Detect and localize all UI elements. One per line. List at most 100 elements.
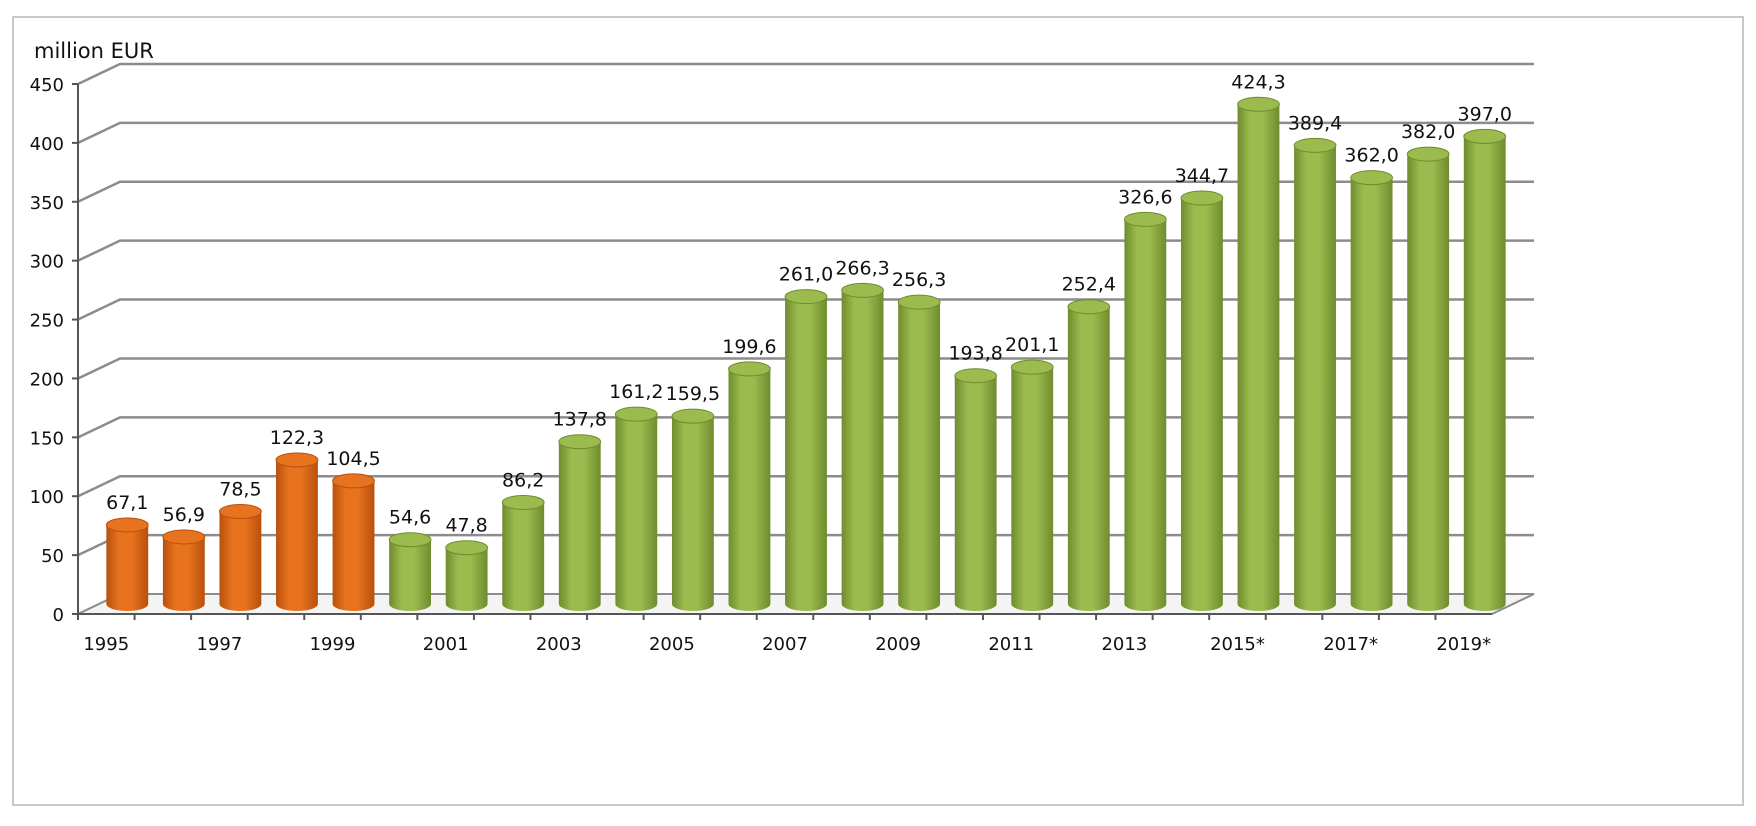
bar-body [615,414,658,611]
value-label: 199,6 [722,336,776,358]
bar-body [1237,104,1280,611]
bar-top [388,532,432,548]
bar [388,532,432,611]
bar-body [1124,219,1167,612]
x-tick-label: 1999 [310,634,356,655]
y-tick-labels: 0 50 100 150 200 250 300 350 400 450 [30,75,78,626]
bar-top [841,282,884,298]
y-tick-label: 200 [30,369,64,390]
value-label: 78,5 [219,479,261,501]
bar-body [219,511,262,611]
value-label: 256,3 [892,269,946,291]
bar [728,361,771,611]
gridline [77,416,1534,439]
bar [162,529,206,611]
bar [1237,96,1280,611]
bar-top [1463,128,1507,144]
y-tick-label: 50 [41,546,64,567]
bar-body [1463,136,1506,611]
value-label: 266,3 [835,257,889,279]
value-label: 261,0 [779,264,833,286]
x-tick-label: 2017* [1323,634,1378,655]
x-tick-label: 1995 [83,634,129,655]
bar-top [275,452,319,468]
bar-top [218,504,262,520]
bar-top [162,529,206,545]
value-label: 47,8 [445,515,487,537]
bar-top [728,361,771,377]
bar [501,494,545,611]
bar [558,434,602,611]
bar [784,289,828,611]
gridline [77,474,1534,498]
bar-top [445,540,489,556]
bar-body [332,480,375,611]
bar [332,473,375,611]
bar-body [1350,177,1393,611]
value-label: 201,1 [1005,334,1059,356]
bar-top [954,368,998,384]
bar [218,504,262,611]
y-tick-label: 150 [30,428,64,449]
gridline [77,121,1534,145]
bar [671,408,715,611]
y-tick-label: 0 [53,605,64,626]
bar-top [671,408,715,424]
value-label: 397,0 [1458,103,1512,125]
bar [1350,170,1394,611]
gridline [77,180,1534,203]
bar-top [558,434,602,450]
bar [1010,359,1054,611]
x-tick-label: 2011 [988,634,1034,655]
gridline [77,298,1534,321]
x-tick-label: 2013 [1101,634,1147,655]
bar-top [501,494,545,510]
bar-top [784,289,828,305]
x-tick-label: 2005 [649,634,695,655]
bar-body [954,375,997,611]
bar-top [897,294,941,310]
gridline [77,239,1534,262]
bar-body [445,547,488,611]
bar-body [785,296,827,611]
bar [1123,211,1167,612]
bar [275,452,319,611]
bars [105,96,1507,612]
bar-body [1011,367,1054,611]
chart-frame: million EUR 0 50 100 150 200 250 300 350 400 450 … [12,16,1744,806]
bar [841,282,884,611]
value-label: 56,9 [163,504,205,526]
bar [1293,137,1337,611]
x-tick-label: 2007 [762,634,808,655]
bar-body [898,302,941,611]
y-tick-label: 100 [30,487,64,508]
bar-chart: million EUR 050100150200250300350400450 … [30,39,1535,655]
bar-top [1406,146,1450,162]
bar [1463,128,1507,611]
bar [445,540,489,611]
bar-body [106,524,149,611]
bar-body [1067,306,1110,611]
value-label: 382,0 [1401,121,1455,143]
gridline [77,357,1534,380]
value-label: 86,2 [502,469,544,491]
y-tick-label: 350 [30,193,64,214]
x-tick-label: 1997 [196,634,242,655]
x-tick-labels: 1995 1997 1999 2001 2003 2005 2007 2009 2011 2013… [77,614,1491,655]
value-label: 252,4 [1062,274,1116,296]
bar [897,294,941,611]
value-label: 137,8 [553,409,607,431]
x-tick-label: 2003 [536,634,582,655]
value-label: 122,3 [270,427,324,449]
value-label: 104,5 [326,448,380,470]
bar-body [1294,145,1336,611]
x-tick-label: 2009 [875,634,921,655]
bar-top [1010,359,1054,375]
bar-body [671,416,714,611]
y-tick-label: 250 [30,311,64,332]
bar-body [276,459,318,611]
bar [1180,190,1224,611]
bar-body [1180,198,1223,611]
value-label: 362,0 [1344,145,1398,167]
